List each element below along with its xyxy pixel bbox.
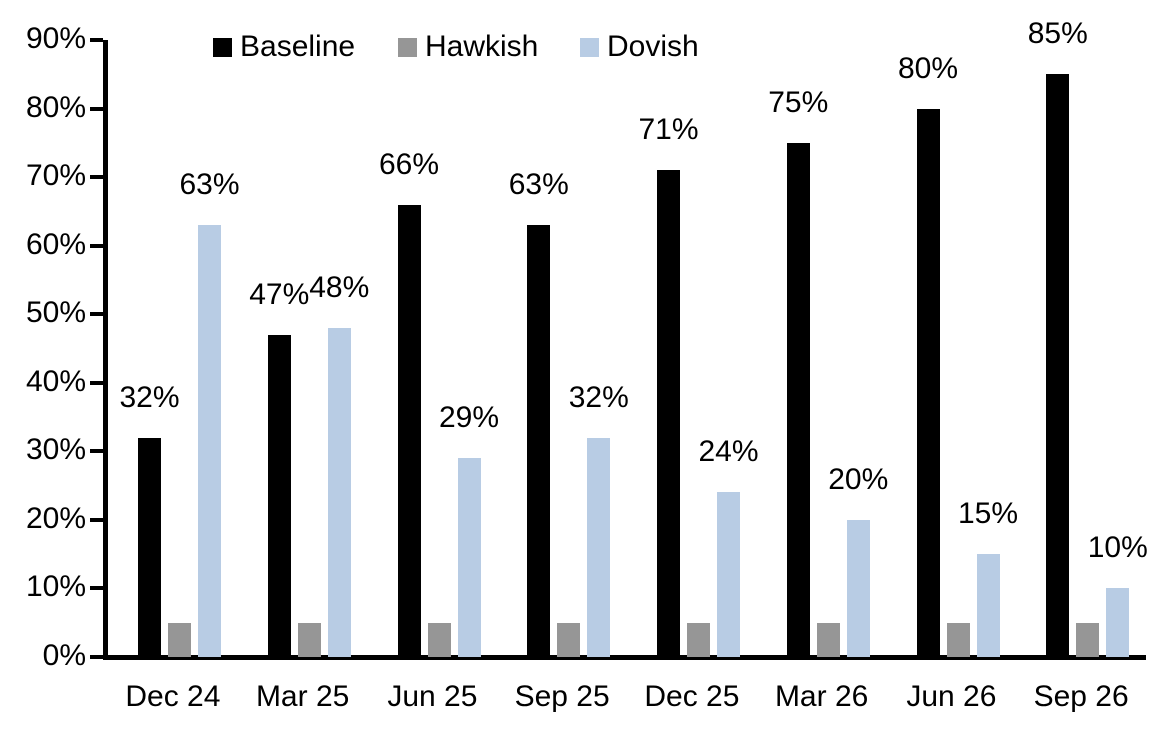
y-tick-label: 90% xyxy=(25,22,86,55)
legend-item-baseline: Baseline xyxy=(213,30,355,64)
y-axis-line xyxy=(103,40,108,660)
bar-dovish xyxy=(327,327,351,657)
legend-label: Dovish xyxy=(607,30,699,63)
y-tick-label: 0% xyxy=(42,639,86,672)
bar-dovish xyxy=(1106,588,1130,657)
bar-baseline xyxy=(916,108,940,657)
bar-baseline xyxy=(657,170,680,657)
y-tick-label: 40% xyxy=(25,364,86,398)
y-tick-label: 70% xyxy=(25,159,86,193)
y-tick-label: 20% xyxy=(25,501,86,535)
bar-baseline xyxy=(397,204,421,657)
bar-value-label: 47% xyxy=(249,277,310,311)
bar-value-label: 32% xyxy=(119,380,180,414)
legend-swatch-icon xyxy=(398,37,417,57)
x-category-label: Sep 26 xyxy=(1033,680,1129,713)
bar-value-label: 75% xyxy=(768,85,829,119)
y-axis-tick xyxy=(90,449,103,454)
bar-value-label: 20% xyxy=(828,462,889,496)
bar-value-label: 32% xyxy=(568,380,629,414)
bar-value-label: 29% xyxy=(438,401,500,435)
y-axis-tick xyxy=(90,38,103,42)
y-axis-tick xyxy=(90,380,103,385)
legend-item-hawkish: Hawkish xyxy=(398,30,538,64)
x-category-label: Sep 25 xyxy=(514,680,610,713)
y-tick-label: 50% xyxy=(25,296,86,330)
bar-hawkish xyxy=(1076,622,1100,657)
bar-baseline xyxy=(267,334,291,657)
x-category-label: Mar 26 xyxy=(774,680,869,713)
x-category-label: Mar 25 xyxy=(255,680,350,713)
legend-swatch-icon xyxy=(213,37,232,57)
x-category-label: Dec 25 xyxy=(644,680,740,713)
bar-dovish xyxy=(457,458,481,657)
bar-hawkish xyxy=(946,622,970,657)
bar-baseline xyxy=(527,225,551,657)
bar-dovish xyxy=(976,554,1000,657)
bar-value-label: 15% xyxy=(957,497,1019,531)
bar-value-label: 71% xyxy=(638,113,699,147)
y-tick-label: 80% xyxy=(25,90,86,124)
y-axis-tick xyxy=(90,586,103,591)
legend-item-dovish: Dovish xyxy=(580,30,699,64)
bar-baseline xyxy=(1046,74,1070,657)
bar-value-label: 63% xyxy=(179,168,240,202)
x-category-label: Dec 24 xyxy=(125,680,221,713)
bar-dovish xyxy=(198,225,221,657)
bar-hawkish xyxy=(557,622,581,657)
y-axis-tick xyxy=(90,175,103,180)
bar-dovish xyxy=(717,492,740,657)
bar-baseline xyxy=(138,437,161,657)
bar-hawkish xyxy=(427,622,451,657)
y-tick-label: 60% xyxy=(25,227,86,261)
legend-label: Hawkish xyxy=(425,30,539,63)
bar-hawkish xyxy=(297,622,321,657)
bar-value-label: 63% xyxy=(508,168,569,202)
bar-dovish xyxy=(587,437,611,657)
x-axis-line xyxy=(103,655,1146,660)
bar-hawkish xyxy=(816,622,840,657)
bar-value-label: 66% xyxy=(378,147,440,181)
y-axis-tick xyxy=(90,106,103,111)
bar-value-label: 10% xyxy=(1087,531,1148,565)
bar-baseline xyxy=(786,142,810,657)
bar-value-label: 48% xyxy=(309,270,370,304)
bar-hawkish xyxy=(168,622,191,657)
bar-value-label: 24% xyxy=(698,435,759,469)
y-axis-tick xyxy=(90,517,103,522)
legend: Baseline Hawkish Dovish xyxy=(0,0,1152,70)
legend-swatch-icon xyxy=(580,37,599,57)
x-category-label: Jun 25 xyxy=(387,680,478,713)
y-tick-label: 30% xyxy=(25,433,86,467)
bar-value-label: 80% xyxy=(897,51,959,85)
plot-area: 32% 63% 47% 48% 66% 29% 63% 32% 71% 24% 75% 20% 80% 1… xyxy=(108,18,1148,657)
bar-dovish xyxy=(846,519,870,657)
x-category-label: Jun 26 xyxy=(906,680,997,713)
bar-value-label: 85% xyxy=(1027,17,1088,51)
y-axis-tick xyxy=(90,655,103,659)
y-tick-label: 10% xyxy=(25,570,86,604)
y-axis-tick xyxy=(90,312,103,317)
legend-label: Baseline xyxy=(240,30,356,63)
bar-hawkish xyxy=(687,622,710,657)
y-axis-tick xyxy=(90,243,103,248)
